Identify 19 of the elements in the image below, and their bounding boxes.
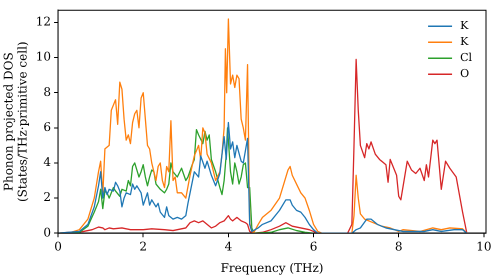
- x-tick-label: 2: [139, 240, 148, 254]
- y-tick-label: 6: [43, 120, 52, 134]
- y-tick-label: 4: [43, 155, 52, 170]
- x-tick-label: 8: [394, 240, 403, 254]
- legend-label: K: [460, 35, 470, 48]
- x-tick-label: 10: [476, 240, 492, 254]
- y-tick-label: 12: [36, 14, 52, 29]
- legend-label: Cl: [460, 51, 472, 64]
- y-axis-title: Phonon projected DOS (States/THz·primitive cell): [1, 41, 30, 202]
- y-tick-label: 8: [43, 84, 52, 99]
- legend-label: K: [460, 19, 470, 32]
- y-tick-label: 0: [43, 225, 52, 240]
- legend-label: O: [460, 67, 470, 80]
- x-axis-title: Frequency (THz): [220, 260, 324, 275]
- y-tick-label: 2: [43, 190, 52, 204]
- x-tick-label: 4: [224, 240, 233, 254]
- x-tick-label: 6: [310, 240, 318, 254]
- x-tick-label: 0: [54, 240, 62, 254]
- y-tick-label: 10: [36, 50, 52, 64]
